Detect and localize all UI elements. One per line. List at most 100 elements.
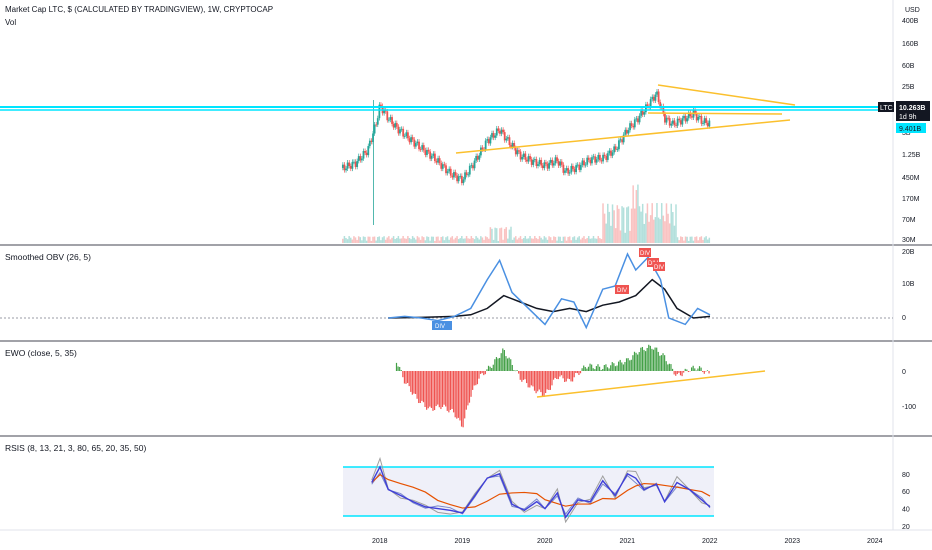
candle-body <box>694 110 696 114</box>
ewo-histogram[interactable] <box>395 344 710 428</box>
candle-body <box>524 153 527 160</box>
ewo-bar <box>610 365 612 371</box>
ewo-bar <box>608 368 610 371</box>
candle-body <box>443 164 446 166</box>
volume-bar <box>589 238 592 243</box>
ewo-bar <box>473 371 475 386</box>
candle-body <box>351 161 354 169</box>
ewo-bar <box>594 369 596 371</box>
candle-body <box>576 164 579 166</box>
time-axis[interactable]: 2018 2019 2020 2021 2022 2023 2024 <box>372 538 883 545</box>
volume-bar <box>376 236 379 243</box>
volume-bar <box>681 236 684 243</box>
volume-bar <box>651 203 653 243</box>
candle-body <box>587 157 590 160</box>
ewo-bar <box>478 371 480 379</box>
candle-body <box>592 156 595 158</box>
ewo-trendline[interactable] <box>536 370 766 398</box>
volume-bar <box>562 236 565 243</box>
trendline-resistance[interactable] <box>657 84 796 106</box>
volume-bar <box>630 208 633 243</box>
candle-body <box>627 130 630 134</box>
volume-bar <box>422 237 425 243</box>
candle-body <box>419 149 422 150</box>
candle-body <box>518 150 520 152</box>
candle-body <box>683 115 685 119</box>
candle-body <box>522 153 525 157</box>
volume-bar <box>694 236 696 243</box>
ewo-bar <box>465 371 467 410</box>
obv-fast-line[interactable] <box>388 252 711 330</box>
ewo-bar <box>702 371 704 373</box>
volume-bar <box>443 240 446 243</box>
candle-body <box>440 163 443 169</box>
volume-bar <box>464 238 466 243</box>
volume-bar <box>389 239 392 243</box>
volume-bar <box>529 236 531 243</box>
volume-bar <box>572 237 574 243</box>
ewo-bar <box>583 365 585 371</box>
trendline-support[interactable] <box>455 119 791 154</box>
ewo-bar <box>587 366 590 371</box>
volume-bar <box>695 236 698 243</box>
candle-body <box>424 150 427 155</box>
rsis-main-line[interactable] <box>371 465 711 519</box>
candle-body <box>508 137 511 145</box>
candle-body <box>432 153 435 156</box>
obv-slow-line[interactable] <box>388 278 711 319</box>
ewo-bar <box>564 371 566 382</box>
candle-body <box>346 162 349 169</box>
candle-body <box>441 164 444 169</box>
price-tick: 25B <box>902 84 915 91</box>
candle-body <box>445 165 447 174</box>
candle-body <box>364 151 366 153</box>
ewo-bar <box>632 355 634 371</box>
alt-price-badge <box>896 123 926 133</box>
ewo-bar <box>530 371 532 386</box>
candlesticks[interactable] <box>341 88 711 225</box>
volume-bar <box>502 239 504 243</box>
price-scale[interactable]: 400B 160B 60B 25B 3B 1.25B <box>902 18 921 159</box>
volume-bar <box>472 238 474 243</box>
candle-body <box>343 164 346 171</box>
volume-bar <box>656 203 658 243</box>
volume-bar <box>567 236 569 243</box>
ewo-bar <box>638 352 640 371</box>
volume-bar <box>576 237 579 243</box>
trendline-upper-support[interactable] <box>647 112 783 115</box>
candle-body <box>570 165 573 173</box>
ewo-bar <box>483 371 485 376</box>
volume-bar <box>510 226 512 243</box>
volume-bar <box>415 239 417 243</box>
candle-body <box>448 168 451 172</box>
volume-bar <box>635 190 638 243</box>
ewo-bar <box>492 364 494 371</box>
volume-bar <box>519 236 522 243</box>
volume-bar <box>454 237 457 243</box>
volume-bar <box>468 238 471 243</box>
ewo-bar <box>400 370 402 371</box>
volume-bar <box>407 236 409 243</box>
ewo-bar <box>502 348 504 371</box>
ewo-bar <box>405 371 407 384</box>
volume-bar <box>622 207 625 243</box>
candle-body <box>478 155 481 160</box>
volume-bar <box>641 203 644 243</box>
candle-body <box>438 158 441 164</box>
ewo-bar <box>524 371 526 380</box>
volume-bar <box>561 240 563 243</box>
ewo-bar <box>403 371 406 384</box>
ewo-bar <box>572 371 574 382</box>
candle-body <box>651 96 654 100</box>
volume-bar <box>638 206 641 243</box>
candle-body <box>502 129 505 133</box>
ewo-bar <box>641 346 644 371</box>
ewo-bar <box>438 371 440 408</box>
volume-bar <box>432 236 435 243</box>
candle-body <box>554 157 557 164</box>
ewo-bar <box>575 371 577 374</box>
ewo-bar <box>597 364 599 371</box>
candle-body <box>546 163 549 169</box>
candle-body <box>376 118 379 125</box>
